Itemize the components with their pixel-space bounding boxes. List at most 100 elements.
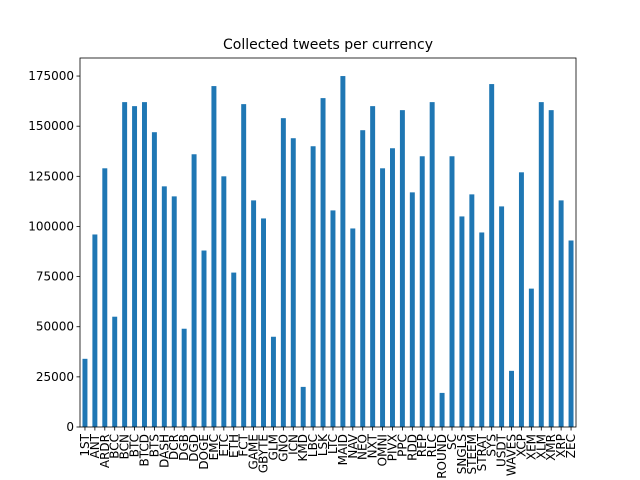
bar	[310, 146, 316, 427]
bar	[132, 106, 138, 427]
x-tick-label: EMC	[207, 434, 221, 460]
y-tick-label: 0	[66, 420, 74, 434]
bar	[142, 102, 147, 427]
x-tick-label: DGD	[187, 434, 201, 462]
chart-title: Collected tweets per currency	[223, 37, 433, 53]
x-tick-label: PPC	[395, 434, 409, 457]
bar	[558, 200, 564, 427]
bar	[350, 228, 356, 427]
bar	[270, 336, 276, 427]
x-tick-label: NAV	[346, 433, 360, 458]
bar	[419, 156, 425, 428]
bar	[429, 102, 435, 427]
x-tick-label: STEEM	[465, 434, 479, 474]
x-tick-label: SNGLS	[455, 434, 469, 474]
x-tick-label: ANT	[88, 433, 102, 458]
bar	[280, 118, 286, 428]
x-tick-label: XMR	[544, 434, 558, 461]
x-tick-label: KMD	[296, 434, 310, 461]
bar	[330, 210, 336, 427]
x-tick-label: GAME	[247, 434, 261, 469]
bar	[82, 358, 88, 427]
x-tick-label: PIVX	[385, 434, 399, 461]
x-tick-label: ARDR	[98, 434, 112, 468]
x-tick-label: DGB	[177, 434, 191, 461]
bar	[390, 148, 395, 427]
bar	[548, 110, 554, 428]
bar	[469, 194, 475, 427]
bar	[518, 172, 524, 427]
x-tick-label: GLM	[266, 434, 280, 460]
bar	[380, 168, 386, 427]
y-tick-label: 100000	[28, 219, 74, 233]
bar	[122, 102, 128, 427]
plot-frame	[79, 57, 577, 428]
x-tick-label: XLM	[534, 434, 548, 459]
x-tick-label: OMNI	[376, 434, 390, 466]
x-tick-label: 1ST	[78, 433, 92, 456]
bar	[92, 234, 98, 427]
bar	[290, 138, 296, 427]
x-tick-label: BTS	[147, 434, 161, 457]
bar	[399, 110, 405, 428]
bar	[320, 98, 326, 427]
x-tick-label: ETC	[217, 434, 231, 457]
bar	[538, 102, 544, 427]
x-tick-label: ZEC	[564, 434, 578, 458]
x-tick-label: WAVES	[505, 434, 519, 476]
y-tick-label: 175000	[28, 69, 74, 83]
bar	[151, 132, 157, 427]
x-tick-label: SC	[445, 434, 459, 450]
x-tick-label: DOGE	[197, 434, 211, 470]
bar	[221, 176, 227, 427]
bar	[509, 370, 514, 427]
x-tick-label: NEO	[356, 434, 370, 460]
bar	[161, 186, 167, 427]
bar	[528, 288, 534, 427]
x-tick-label: LTC	[326, 434, 340, 454]
x-tick-label: BCN	[118, 434, 132, 459]
bar	[439, 392, 445, 427]
bar	[201, 250, 207, 427]
x-tick-label: NXT	[366, 433, 380, 458]
x-tick-label: LBC	[306, 434, 320, 457]
x-tick-label: GBYTE	[257, 434, 271, 473]
x-tick-label: BCC	[108, 434, 122, 459]
bar	[459, 216, 465, 427]
x-tick-label: FCT	[237, 433, 251, 456]
bar	[479, 232, 485, 427]
y-tick-label: 125000	[28, 169, 74, 183]
bar	[340, 76, 346, 427]
x-tick-label: ROUND	[435, 434, 449, 479]
x-tick-label: MAID	[336, 434, 350, 465]
x-tick-label: DCR	[167, 434, 181, 460]
y-tick-label: 50000	[36, 320, 74, 334]
bar	[261, 218, 266, 427]
x-tick-label: ETH	[227, 434, 241, 458]
x-tick-label: LSK	[316, 433, 330, 456]
bar	[171, 196, 177, 427]
x-tick-label: ICN	[286, 434, 300, 455]
x-tick-label: XRP	[554, 434, 568, 458]
bar	[300, 386, 306, 427]
bar	[370, 106, 376, 427]
bar	[251, 200, 257, 427]
bar	[231, 272, 237, 427]
x-tick-label: RDD	[405, 434, 419, 461]
bar	[568, 240, 574, 427]
bar	[489, 84, 495, 428]
bar	[191, 154, 197, 427]
y-tick-label: 25000	[36, 370, 74, 384]
x-tick-label: USDT	[495, 433, 509, 467]
bar	[449, 156, 455, 428]
bar	[409, 192, 415, 427]
y-tick-label: 150000	[28, 119, 74, 133]
y-tick-label: 75000	[36, 270, 74, 284]
bar	[181, 328, 187, 427]
x-tick-label: XCP	[514, 434, 528, 457]
bar	[499, 206, 505, 427]
bar	[360, 130, 366, 427]
x-tick-label: REP	[415, 434, 429, 457]
bar	[112, 316, 118, 427]
